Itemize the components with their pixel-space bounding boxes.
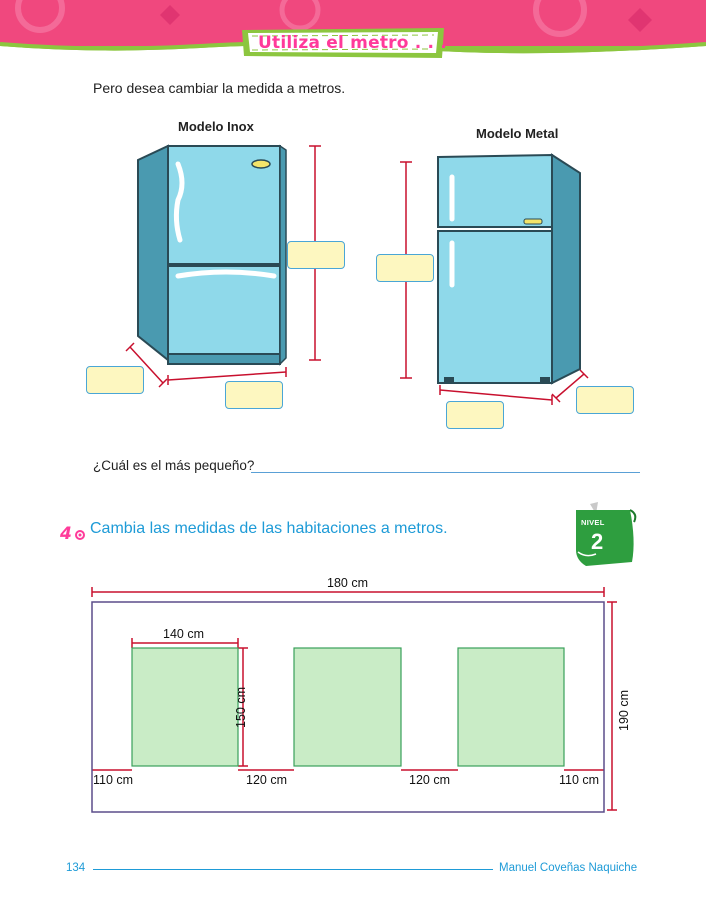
fridge-metal-illustration: [437, 153, 581, 385]
page-number: 134: [66, 862, 86, 874]
exercise-instruction: Cambia las medidas de las habitaciones a…: [90, 520, 448, 537]
room-1: [131, 647, 239, 767]
room-2: [293, 647, 402, 767]
intro-text: Pero desea cambiar la medida a metros.: [93, 80, 346, 96]
exercise-number-icon: 4: [60, 524, 85, 543]
level-label: NIVEL: [581, 518, 605, 527]
label-gap-3: 120 cm: [409, 773, 450, 787]
page-title: Utiliza el metro . . .: [258, 33, 447, 53]
room-outline: [91, 601, 605, 813]
exercise-number: 4: [60, 524, 72, 543]
answer-box-inox-height[interactable]: [287, 241, 345, 269]
question-text: ¿Cuál es el más pequeño?: [93, 458, 255, 473]
title-pill: [242, 28, 444, 58]
answer-line[interactable]: [251, 472, 640, 473]
footer-divider: [93, 869, 493, 870]
plan-dimension-lines: [91, 587, 617, 811]
room-3: [457, 647, 565, 767]
label-inner-width: 140 cm: [163, 627, 204, 641]
fridge-label-inox: Modelo Inox: [178, 119, 254, 134]
label-gap-2: 120 cm: [246, 773, 287, 787]
label-gap-1: 110 cm: [93, 773, 134, 787]
level-number: 2: [591, 529, 604, 554]
fridge-dimension-lines: [125, 145, 589, 405]
answer-box-inox-depth[interactable]: [86, 366, 144, 394]
label-inner-height: 150 cm: [234, 687, 248, 728]
answer-box-inox-width[interactable]: [225, 381, 283, 409]
answer-box-metal-depth[interactable]: [576, 386, 634, 414]
answer-box-metal-height[interactable]: [376, 254, 434, 282]
label-total-height: 190 cm: [617, 690, 631, 731]
footer-author: Manuel Coveñas Naquiche: [499, 862, 638, 874]
label-total-width: 180 cm: [327, 576, 368, 590]
fridge-inox-illustration: [137, 144, 287, 366]
level-badge: [576, 502, 637, 566]
room-plan: [91, 587, 617, 813]
label-gap-4: 110 cm: [559, 773, 600, 787]
answer-box-metal-width[interactable]: [446, 401, 504, 429]
fridge-label-metal: Modelo Metal: [476, 126, 559, 141]
